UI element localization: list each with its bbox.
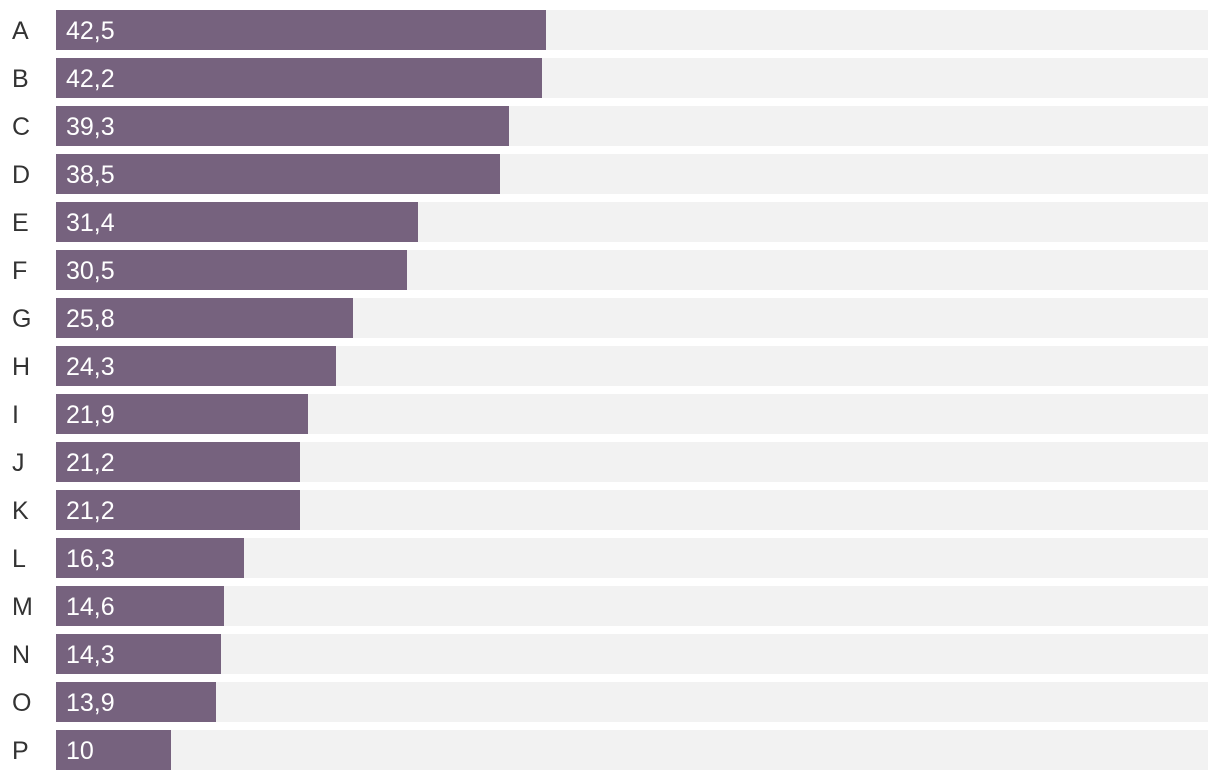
category-label: C (12, 113, 31, 141)
bar (56, 442, 300, 482)
bar (56, 634, 221, 674)
bar (56, 586, 224, 626)
category-label: K (12, 497, 29, 525)
category-label: B (12, 65, 29, 93)
bar-track: 42,2 (56, 58, 1208, 98)
value-label: 31,4 (66, 209, 115, 237)
bar-row: H 24,3 (0, 346, 1220, 386)
bar-row: P 10 (0, 730, 1220, 770)
category-label: D (12, 161, 31, 189)
bar (56, 10, 546, 50)
category-label: A (12, 17, 29, 45)
category-label: O (12, 689, 32, 717)
value-label: 24,3 (66, 353, 115, 381)
bar (56, 394, 308, 434)
value-label: 21,9 (66, 401, 115, 429)
bar-row: G 25,8 (0, 298, 1220, 338)
bar-row: K 21,2 (0, 490, 1220, 530)
bar (56, 58, 542, 98)
bar-track: 42,5 (56, 10, 1208, 50)
bar-track: 21,2 (56, 442, 1208, 482)
category-label: M (12, 593, 33, 621)
bar-track: 13,9 (56, 682, 1208, 722)
bar (56, 250, 407, 290)
bar-track: 38,5 (56, 154, 1208, 194)
bar (56, 538, 244, 578)
value-label: 38,5 (66, 161, 115, 189)
bar (56, 682, 216, 722)
category-label: J (12, 449, 25, 477)
bar-row: C 39,3 (0, 106, 1220, 146)
bar-row: E 31,4 (0, 202, 1220, 242)
bar-track: 30,5 (56, 250, 1208, 290)
bar-track: 24,3 (56, 346, 1208, 386)
value-label: 30,5 (66, 257, 115, 285)
value-label: 10 (66, 737, 94, 765)
bar-track: 14,6 (56, 586, 1208, 626)
bar-row: I 21,9 (0, 394, 1220, 434)
value-label: 42,2 (66, 65, 115, 93)
bar-track: 10 (56, 730, 1208, 770)
bar-row: A 42,5 (0, 10, 1220, 50)
category-label: G (12, 305, 32, 333)
bar-row: B 42,2 (0, 58, 1220, 98)
bar-track: 16,3 (56, 538, 1208, 578)
bar (56, 298, 353, 338)
bar (56, 106, 509, 146)
bar-row: M 14,6 (0, 586, 1220, 626)
category-label: H (12, 353, 31, 381)
value-label: 42,5 (66, 17, 115, 45)
value-label: 21,2 (66, 449, 115, 477)
value-label: 13,9 (66, 689, 115, 717)
category-label: F (12, 257, 28, 285)
category-label: I (12, 401, 19, 429)
category-label: P (12, 737, 29, 765)
value-label: 16,3 (66, 545, 115, 573)
bar-track: 21,2 (56, 490, 1208, 530)
bar (56, 730, 171, 770)
category-label: L (12, 545, 26, 573)
bar (56, 346, 336, 386)
bar-track: 21,9 (56, 394, 1208, 434)
bar-row: L 16,3 (0, 538, 1220, 578)
bar (56, 202, 418, 242)
bar-track: 31,4 (56, 202, 1208, 242)
category-label: N (12, 641, 31, 669)
bar-row: D 38,5 (0, 154, 1220, 194)
bar-track: 39,3 (56, 106, 1208, 146)
value-label: 14,6 (66, 593, 115, 621)
bar-track: 14,3 (56, 634, 1208, 674)
bar (56, 154, 500, 194)
bar-row: O 13,9 (0, 682, 1220, 722)
value-label: 21,2 (66, 497, 115, 525)
value-label: 39,3 (66, 113, 115, 141)
bar-row: F 30,5 (0, 250, 1220, 290)
value-label: 25,8 (66, 305, 115, 333)
value-label: 14,3 (66, 641, 115, 669)
bar-row: J 21,2 (0, 442, 1220, 482)
category-label: E (12, 209, 29, 237)
bar-row: N 14,3 (0, 634, 1220, 674)
bar (56, 490, 300, 530)
bar-track: 25,8 (56, 298, 1208, 338)
